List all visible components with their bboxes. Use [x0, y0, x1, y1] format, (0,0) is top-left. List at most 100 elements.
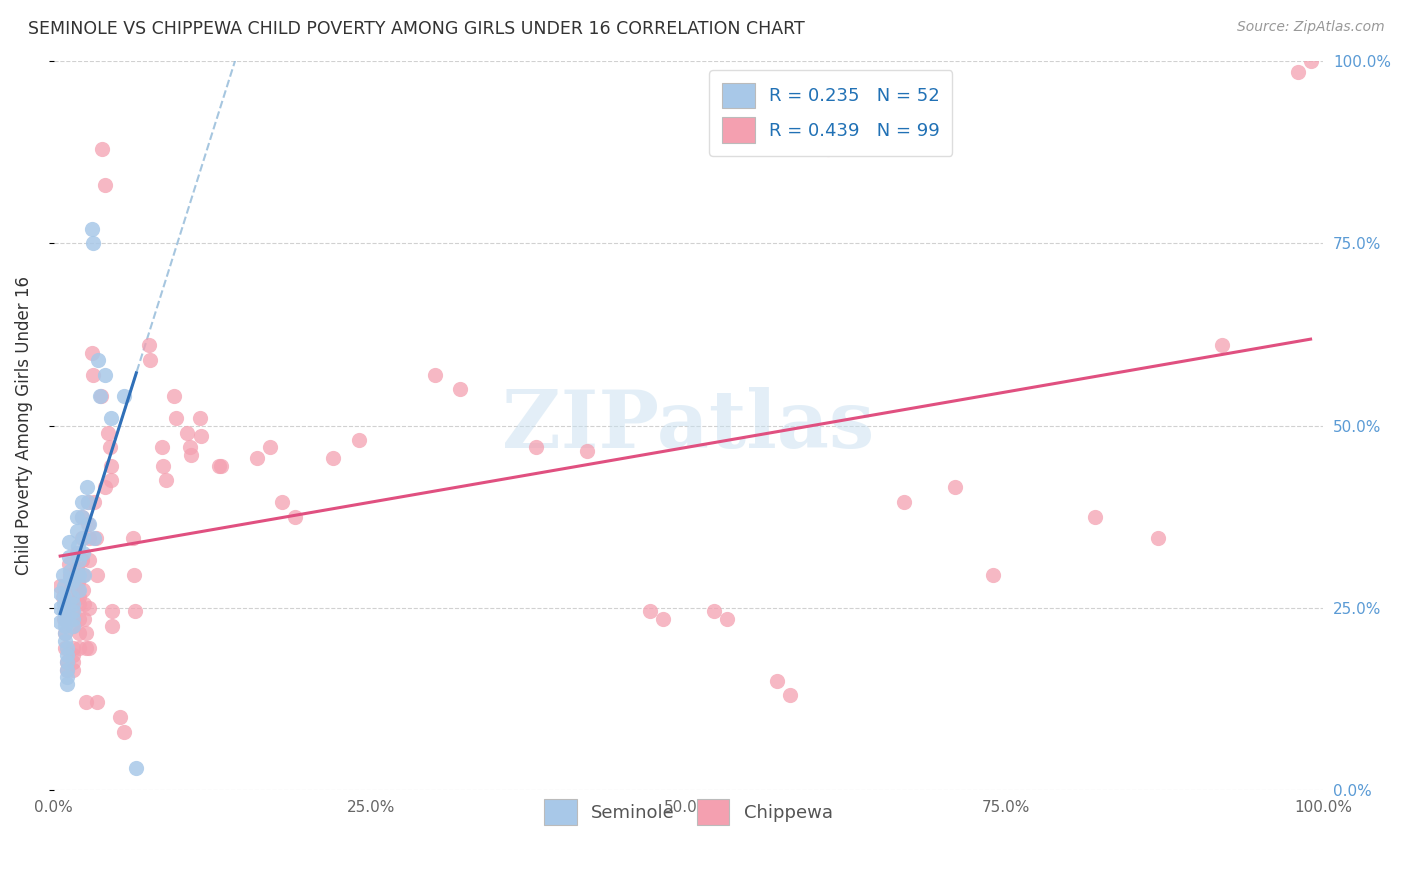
- Point: [67, 582, 90, 597]
- Point: [1286, 65, 1309, 79]
- Point: [347, 433, 370, 447]
- Point: [62, 597, 84, 611]
- Point: [53, 626, 76, 640]
- Point: [79, 640, 101, 655]
- Point: [62, 648, 84, 662]
- Point: [121, 532, 143, 546]
- Point: [53, 640, 76, 655]
- Point: [1084, 509, 1107, 524]
- Point: [53, 604, 76, 618]
- Point: [943, 480, 966, 494]
- Point: [70, 509, 93, 524]
- Point: [449, 382, 471, 396]
- Point: [100, 473, 122, 487]
- Point: [79, 600, 101, 615]
- Point: [981, 568, 1004, 582]
- Point: [83, 532, 105, 546]
- Point: [55, 640, 77, 655]
- Point: [84, 532, 107, 546]
- Point: [209, 458, 232, 473]
- Point: [62, 604, 84, 618]
- Point: [284, 509, 307, 524]
- Point: [322, 451, 344, 466]
- Point: [73, 612, 96, 626]
- Point: [93, 178, 115, 192]
- Point: [82, 368, 104, 382]
- Point: [93, 368, 115, 382]
- Text: Source: ZipAtlas.com: Source: ZipAtlas.com: [1237, 20, 1385, 34]
- Point: [59, 572, 82, 586]
- Point: [66, 524, 89, 539]
- Point: [87, 353, 110, 368]
- Point: [640, 604, 662, 618]
- Point: [67, 568, 90, 582]
- Point: [125, 761, 148, 775]
- Point: [62, 612, 84, 626]
- Point: [62, 619, 84, 633]
- Text: SEMINOLE VS CHIPPEWA CHILD POVERTY AMONG GIRLS UNDER 16 CORRELATION CHART: SEMINOLE VS CHIPPEWA CHILD POVERTY AMONG…: [28, 20, 804, 37]
- Point: [1299, 54, 1322, 69]
- Point: [66, 509, 89, 524]
- Point: [66, 575, 89, 590]
- Point: [90, 389, 112, 403]
- Point: [79, 532, 101, 546]
- Point: [49, 586, 72, 600]
- Point: [66, 582, 89, 597]
- Point: [55, 648, 77, 662]
- Text: ZIPatlas: ZIPatlas: [502, 386, 875, 465]
- Point: [53, 590, 76, 604]
- Point: [70, 509, 93, 524]
- Point: [163, 389, 186, 403]
- Point: [67, 640, 90, 655]
- Point: [66, 568, 89, 582]
- Point: [779, 688, 801, 702]
- Point: [83, 495, 105, 509]
- Point: [55, 656, 77, 670]
- Point: [893, 495, 915, 509]
- Point: [423, 368, 446, 382]
- Point: [67, 597, 90, 611]
- Point: [58, 549, 80, 564]
- Point: [53, 626, 76, 640]
- Point: [76, 480, 98, 494]
- Point: [101, 619, 124, 633]
- Point: [139, 353, 162, 368]
- Point: [55, 677, 77, 691]
- Legend: Seminole, Chippewa: Seminole, Chippewa: [533, 789, 844, 836]
- Point: [152, 458, 174, 473]
- Point: [77, 495, 100, 509]
- Point: [72, 568, 94, 582]
- Point: [73, 597, 96, 611]
- Point: [75, 696, 97, 710]
- Point: [73, 568, 96, 582]
- Point: [75, 640, 97, 655]
- Point: [49, 600, 72, 615]
- Point: [1147, 532, 1170, 546]
- Point: [575, 444, 598, 458]
- Point: [66, 546, 89, 560]
- Point: [86, 696, 108, 710]
- Point: [108, 710, 131, 724]
- Point: [703, 604, 725, 618]
- Point: [100, 411, 122, 425]
- Point: [101, 604, 124, 618]
- Point: [246, 451, 269, 466]
- Point: [66, 560, 89, 574]
- Point: [62, 619, 84, 633]
- Point: [766, 673, 789, 688]
- Point: [52, 568, 75, 582]
- Point: [60, 604, 83, 618]
- Point: [176, 425, 198, 440]
- Point: [58, 535, 80, 549]
- Point: [79, 516, 101, 531]
- Point: [53, 612, 76, 626]
- Point: [62, 656, 84, 670]
- Point: [817, 142, 839, 156]
- Point: [150, 441, 173, 455]
- Point: [67, 626, 90, 640]
- Point: [59, 568, 82, 582]
- Point: [89, 389, 111, 403]
- Y-axis label: Child Poverty Among Girls Under 16: Child Poverty Among Girls Under 16: [15, 276, 32, 575]
- Point: [80, 345, 103, 359]
- Point: [62, 640, 84, 655]
